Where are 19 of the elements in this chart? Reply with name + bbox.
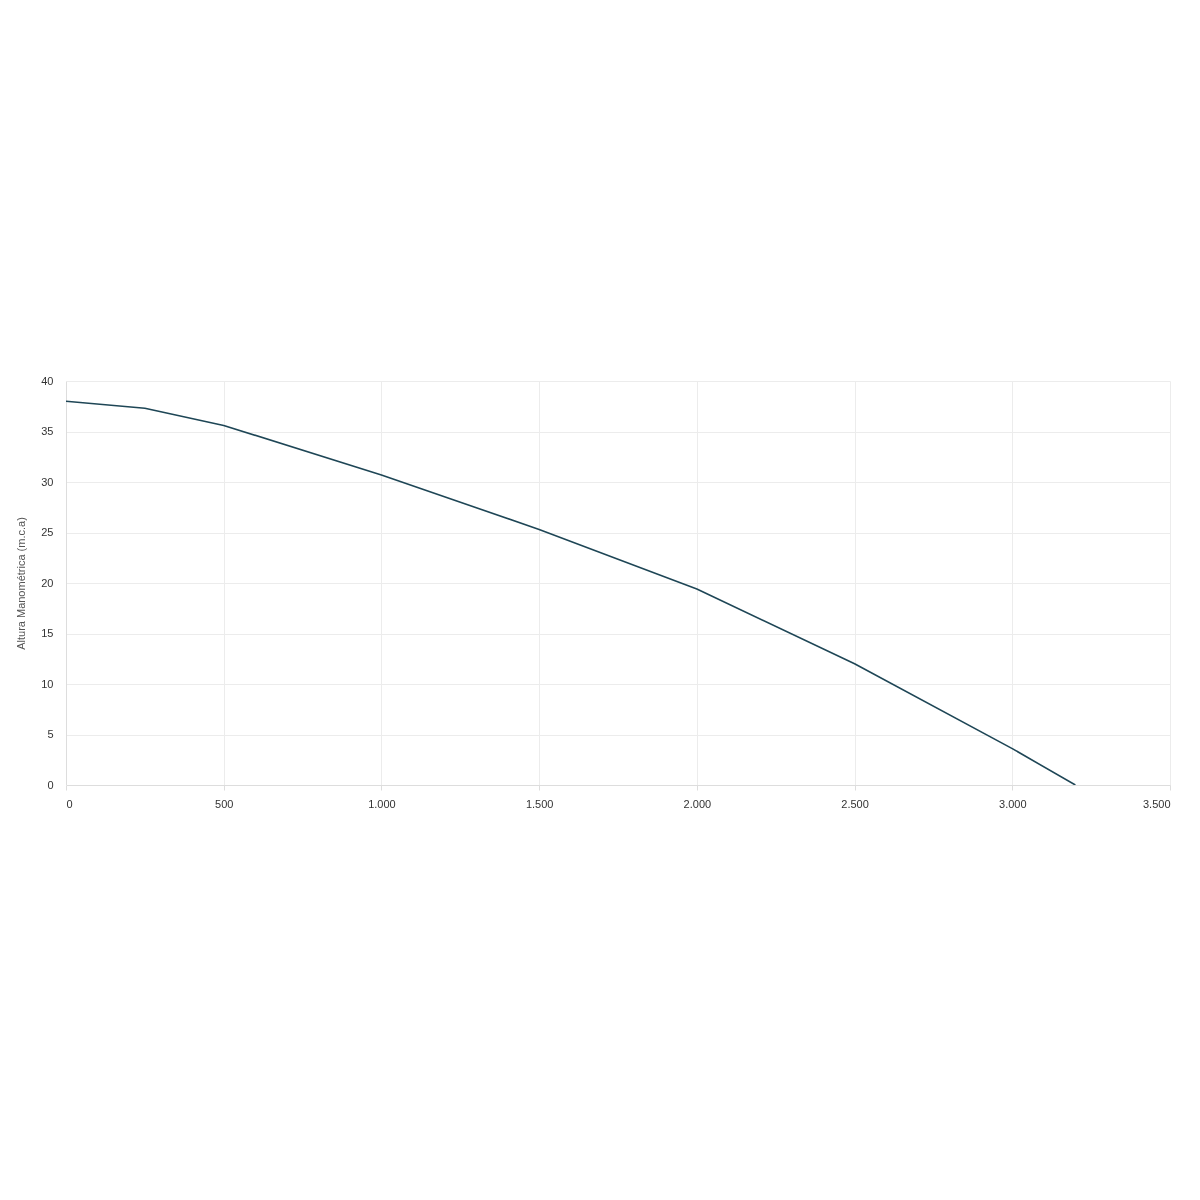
- x-tick-label: 2.500: [841, 797, 869, 810]
- y-tick-label: 5: [47, 728, 54, 740]
- line-series: [66, 400, 1077, 785]
- y-tick-label: 30: [41, 475, 54, 488]
- x-tick-label: 3.000: [999, 797, 1027, 810]
- x-tick-label: 2.000: [683, 797, 712, 810]
- y-tick-label: 15: [41, 627, 54, 639]
- y-tick-label: 35: [41, 425, 54, 437]
- y-tick-label: 0: [47, 778, 54, 791]
- x-tick-label: 500: [215, 797, 234, 810]
- y-tick-label: 40: [41, 374, 54, 387]
- x-tick-label: 0: [66, 797, 73, 810]
- x-tick-label: 3.500: [1142, 797, 1171, 810]
- y-tick-label: 20: [41, 576, 54, 589]
- y-tick-label: 10: [41, 677, 54, 690]
- y-tick-label: 25: [41, 526, 54, 538]
- x-tick-label: 1.000: [368, 797, 396, 810]
- x-tick-label: 1.500: [525, 797, 554, 810]
- y-axis-title: Altura Manométrica (m.c.a): [15, 517, 28, 650]
